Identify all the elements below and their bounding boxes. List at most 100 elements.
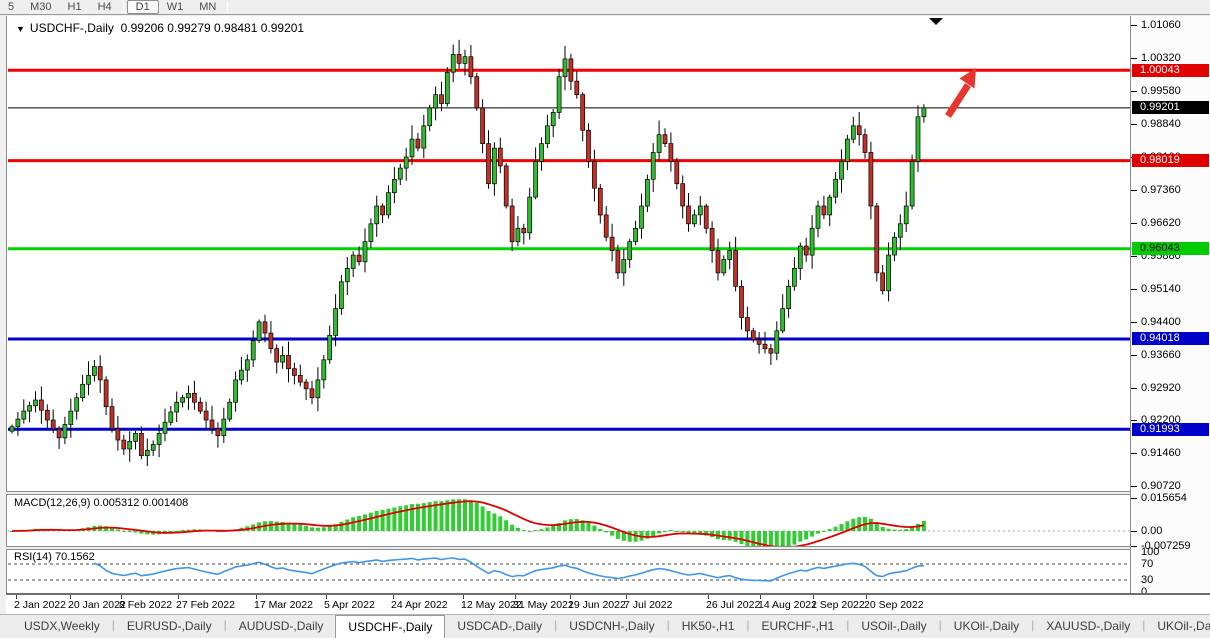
- date-tick-mark: [121, 595, 122, 599]
- date-tick-label: 20 Jan 2022: [68, 599, 126, 611]
- rsi-axis-label: 100: [1141, 546, 1160, 558]
- chart-tab-audusd-daily[interactable]: AUDUSD-,Daily: [238, 619, 324, 633]
- price-level-badge: 1.00043: [1132, 64, 1209, 77]
- date-axis[interactable]: 2 Jan 2022 20 Jan 2022 8 Feb 2022 27 Feb 20…: [6, 595, 1210, 614]
- chart-tab-usdcad-daily[interactable]: USDCAD-,Daily: [457, 619, 543, 633]
- macd-tick-mark: [1131, 546, 1137, 547]
- symbol-name: USDCHF-,Daily: [29, 21, 114, 35]
- price-tick-label: 1.00320: [1141, 52, 1181, 64]
- candlestick-plot[interactable]: [8, 16, 1130, 491]
- price-tick-mark: [1131, 486, 1137, 487]
- tab-separator: |: [1031, 618, 1035, 632]
- macd-axis-label: 0.015654: [1141, 492, 1187, 504]
- timeframe-button-w1[interactable]: W1: [166, 1, 184, 13]
- chart-tab-usoil-daily[interactable]: USOil-,Daily: [861, 619, 927, 633]
- macd-indicator-label: MACD(12,26,9) 0.005312 0.001408: [14, 497, 189, 509]
- price-level-badge: 0.99201: [1132, 101, 1209, 114]
- toolbar-separator: [227, 1, 229, 13]
- chart-tab-bar: USDX,Weekly | EURUSD-,Daily | AUDUSD-,Daily U…: [0, 614, 1210, 638]
- price-level-badge: 0.91993: [1132, 423, 1209, 436]
- price-tick-mark: [1131, 256, 1137, 257]
- date-tick-mark: [760, 595, 761, 599]
- timeframe-button-m30[interactable]: M30: [30, 1, 52, 13]
- date-tick-label: 5 Apr 2022: [324, 599, 375, 611]
- chart-tab-xauusd-daily[interactable]: XAUUSD-,Daily: [1046, 619, 1131, 633]
- timeframe-button-h4[interactable]: H4: [97, 1, 112, 13]
- price-level-badge: 0.94018: [1132, 332, 1209, 345]
- timeframe-button-mn[interactable]: MN: [199, 1, 217, 13]
- price-tick-mark: [1131, 223, 1137, 224]
- price-tick-label: 0.91460: [1141, 447, 1181, 459]
- date-tick-mark: [866, 595, 867, 599]
- date-tick-label: 20 Sep 2022: [864, 599, 924, 611]
- tab-separator: |: [938, 618, 942, 632]
- date-tick-label: 24 Apr 2022: [391, 599, 448, 611]
- date-tick-mark: [178, 595, 179, 599]
- plot-bottom-border: [6, 593, 1210, 595]
- chart-tab-ukoil-daily[interactable]: UKOil-,Daily: [953, 619, 1020, 633]
- price-tick-mark: [1131, 58, 1137, 59]
- chart-tab-hk50-h1[interactable]: HK50-,H1: [681, 619, 735, 633]
- price-tick-mark: [1131, 25, 1137, 26]
- price-tick-mark: [1131, 124, 1137, 125]
- date-tick-mark: [326, 595, 327, 599]
- timeframe-button-h1[interactable]: H1: [67, 1, 82, 13]
- price-tick-label: 0.90720: [1141, 480, 1181, 492]
- macd-signal-line: [11, 500, 925, 546]
- price-tick-label: 0.94400: [1141, 316, 1181, 328]
- chart-tab-ukoil-da[interactable]: UKOil-,Da: [1157, 619, 1210, 633]
- price-tick-label: 0.99580: [1141, 85, 1181, 97]
- timeframe-button-5[interactable]: 5: [8, 1, 15, 13]
- date-tick-label: 1 Sep 2022: [811, 599, 865, 611]
- axis-border: [1130, 16, 1131, 593]
- rsi-plot[interactable]: [8, 550, 1130, 593]
- tab-separator: |: [666, 618, 670, 632]
- price-tick-label: 0.98840: [1141, 118, 1181, 130]
- timeframe-button-d1[interactable]: D1: [126, 0, 159, 14]
- tab-separator: |: [746, 618, 750, 632]
- tab-separator: |: [111, 618, 115, 632]
- price-tick-mark: [1131, 453, 1137, 454]
- date-tick-label: 17 Mar 2022: [254, 599, 313, 611]
- date-tick-label: 7 Jul 2022: [624, 599, 673, 611]
- price-tick-label: 0.92920: [1141, 382, 1181, 394]
- price-axis[interactable]: 1.010601.003200.995800.988400.981000.973…: [1131, 16, 1210, 598]
- candles: [9, 39, 927, 466]
- date-tick-mark: [570, 595, 571, 599]
- price-tick-mark: [1131, 420, 1137, 421]
- price-tick-label: 0.93660: [1141, 349, 1181, 361]
- chart-tab-usdchf-daily[interactable]: USDCHF-,Daily: [335, 615, 446, 638]
- trend-arrow-icon[interactable]: [945, 68, 976, 118]
- date-tick-label: 31 May 2022: [513, 599, 574, 611]
- marker-triangle-icon[interactable]: [929, 18, 943, 25]
- chart-tab-eurchf-h1[interactable]: EURCHF-,H1: [761, 619, 835, 633]
- rsi-line: [94, 557, 924, 582]
- date-tick-label: 26 Jul 2022: [706, 599, 761, 611]
- macd-histogram: [10, 499, 926, 546]
- macd-axis-label: -0.007259: [1141, 540, 1191, 552]
- price-tick-mark: [1131, 355, 1137, 356]
- date-tick-mark: [626, 595, 627, 599]
- price-tick-mark: [1131, 388, 1137, 389]
- price-tick-label: 1.01060: [1141, 19, 1181, 31]
- chevron-down-icon[interactable]: ▼: [16, 24, 25, 34]
- date-tick-label: 2 Jan 2022: [14, 599, 66, 611]
- macd-tick-mark: [1131, 498, 1137, 499]
- rsi-axis-label: 70: [1141, 558, 1154, 570]
- price-level-badge: 0.98019: [1132, 154, 1209, 167]
- macd-tick-mark: [1131, 531, 1137, 532]
- date-tick-label: 12 May 2022: [461, 599, 522, 611]
- panel-separator[interactable]: [6, 491, 1210, 495]
- chart-tab-usdcnh-daily[interactable]: USDCNH-,Daily: [569, 619, 655, 633]
- date-tick-mark: [515, 595, 516, 599]
- chart-tab-eurusd-daily[interactable]: EURUSD-,Daily: [126, 619, 212, 633]
- date-tick-mark: [393, 595, 394, 599]
- tab-separator: |: [554, 618, 558, 632]
- price-tick-mark: [1131, 322, 1137, 323]
- chart-tab-usdx-weekly[interactable]: USDX,Weekly: [24, 619, 100, 633]
- macd-plot[interactable]: [8, 495, 1130, 546]
- period-toolbar: 5 M30 H1 H4 D1 W1 MN: [0, 0, 1210, 15]
- panel-separator[interactable]: [6, 546, 1210, 550]
- date-tick-mark: [256, 595, 257, 599]
